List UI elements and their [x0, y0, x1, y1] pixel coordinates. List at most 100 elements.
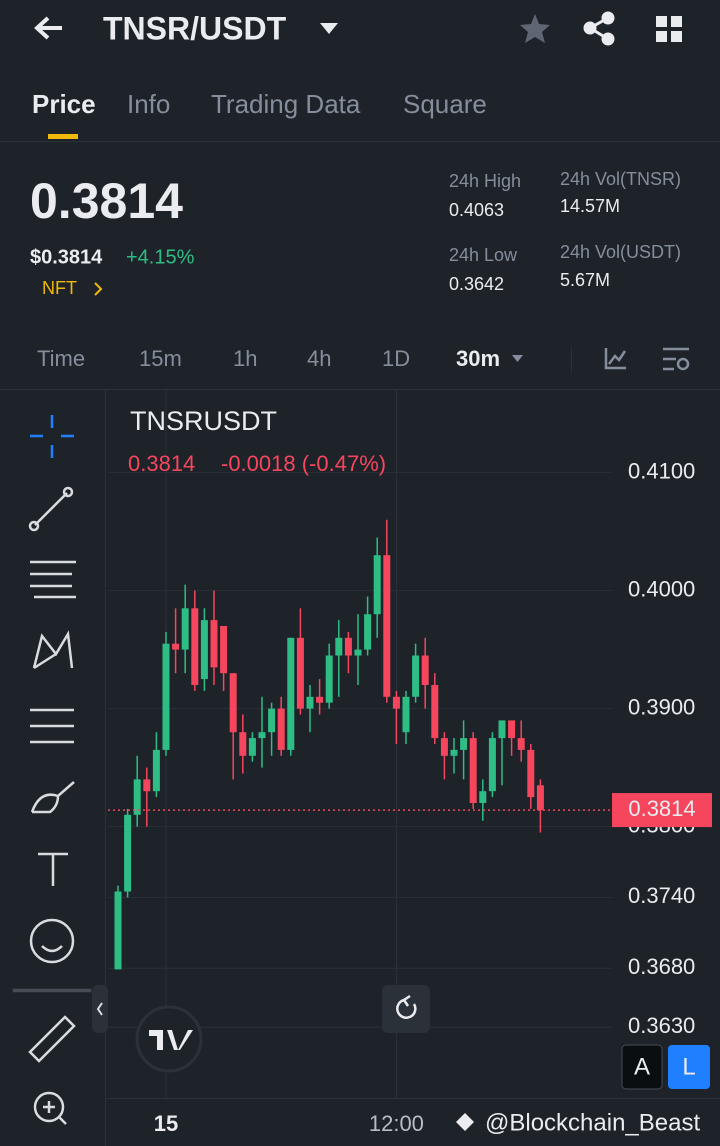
last-price: 0.3814 [30, 173, 183, 229]
candle-body [488, 738, 496, 792]
tag-arrow [94, 282, 103, 296]
candle-body [421, 655, 429, 685]
drawing-toolbar [12, 415, 92, 1125]
x-axis-line [105, 1098, 720, 1099]
watermark-logo [456, 1113, 474, 1131]
tab[interactable]: Price [32, 89, 96, 119]
y-tick-label: 0.3630 [628, 1013, 695, 1038]
zoom-tool[interactable] [33, 1091, 65, 1123]
share-button[interactable] [583, 11, 615, 46]
watermark: @Blockchain_Beast [485, 1109, 700, 1136]
interval[interactable]: 1D [382, 346, 410, 371]
y-tick-label: 0.4100 [628, 458, 695, 483]
stat-value: 5.67M [560, 270, 610, 290]
tag[interactable]: NFT [42, 278, 77, 298]
menu-button[interactable] [656, 16, 682, 42]
candle-body [440, 738, 448, 756]
stat-value: 14.57M [560, 196, 620, 216]
candle-body [536, 785, 544, 811]
interval[interactable]: Time [37, 346, 85, 371]
candle-body [450, 749, 458, 756]
candle-body [191, 608, 199, 685]
auto-scale-button[interactable] [621, 1044, 663, 1090]
log-scale-button[interactable] [668, 1045, 710, 1089]
candle-body [479, 791, 487, 803]
candle-body [498, 720, 506, 739]
line-tool-handle [28, 520, 40, 532]
tab[interactable]: Trading Data [211, 89, 361, 119]
candle-body [248, 738, 256, 756]
candle-body [133, 779, 141, 815]
interval[interactable]: 1h [233, 346, 257, 371]
candle-body [373, 555, 381, 615]
tab[interactable]: Info [127, 89, 170, 119]
divider [12, 988, 92, 993]
candle-body [114, 891, 122, 970]
auto-scale-label: A [634, 1053, 650, 1080]
ruler-tool[interactable] [28, 1015, 76, 1063]
price-marker: 0.3814 [108, 793, 712, 828]
x-tick-label: 15 [154, 1111, 178, 1136]
line-tool[interactable] [34, 492, 68, 526]
emoji-tool[interactable] [29, 918, 75, 964]
favorite-button[interactable] [520, 14, 550, 43]
y-tick-label: 0.3900 [628, 694, 695, 719]
candle-body [143, 779, 151, 792]
candle-body [268, 708, 276, 733]
last-price-label: 0.3814 [628, 796, 695, 821]
candle-body [306, 696, 314, 709]
fib-tool[interactable] [30, 560, 76, 599]
interval[interactable]: 30m [456, 346, 500, 371]
zoom-tool-plus [43, 1101, 67, 1125]
candle-body [162, 643, 170, 750]
settings-button[interactable] [663, 347, 690, 371]
projection-tool[interactable] [30, 708, 74, 744]
stat-label: 24h Low [449, 245, 518, 265]
y-tick-label: 0.3680 [628, 954, 695, 979]
stat-value: 0.3642 [449, 274, 504, 294]
tab-indicator [48, 134, 78, 139]
last-price-tag [612, 793, 712, 828]
candle-body [335, 637, 343, 656]
pair-dropdown[interactable] [320, 23, 338, 34]
candle-body [152, 749, 160, 792]
candle-body [258, 732, 266, 739]
candle-body [412, 655, 420, 697]
reset-button[interactable] [382, 985, 430, 1033]
pair-title[interactable]: TNSR/USDT [103, 10, 287, 46]
legend-price: 0.3814 [128, 451, 195, 476]
candle-body [344, 637, 352, 656]
candle-body [383, 555, 391, 697]
candle-body [354, 649, 362, 656]
divider [0, 141, 720, 142]
tradingview-logo[interactable] [135, 1005, 203, 1073]
collapse-toolbar[interactable] [92, 985, 108, 1033]
candle-body [316, 696, 324, 703]
back-button[interactable] [34, 16, 62, 40]
y-tick-label: 0.3740 [628, 883, 695, 908]
interval-dropdown[interactable] [512, 355, 523, 362]
tradingview-mark [149, 1030, 193, 1050]
text-tool[interactable] [38, 852, 68, 886]
tab[interactable]: Square [403, 89, 487, 119]
brush-tool[interactable] [30, 781, 75, 814]
divider [0, 389, 720, 390]
chart-symbol: TNSRUSDT [130, 406, 277, 436]
log-scale-label: L [682, 1053, 695, 1080]
interval[interactable]: 4h [307, 346, 331, 371]
crosshair-tool[interactable] [30, 415, 74, 458]
stat-value: 0.4063 [449, 200, 504, 220]
candle-body [296, 637, 304, 709]
emoji-smile [41, 945, 63, 953]
candle-body [508, 720, 516, 739]
pattern-tool[interactable] [32, 630, 74, 670]
divider [571, 347, 572, 373]
candle-body [392, 696, 400, 709]
candle-body [239, 732, 247, 756]
price-change: +4.15% [126, 246, 195, 268]
indicator-button[interactable] [604, 348, 627, 370]
candle-body [200, 620, 208, 680]
interval[interactable]: 15m [139, 346, 182, 371]
candle-body [210, 620, 218, 668]
stat-label: 24h High [449, 171, 521, 191]
